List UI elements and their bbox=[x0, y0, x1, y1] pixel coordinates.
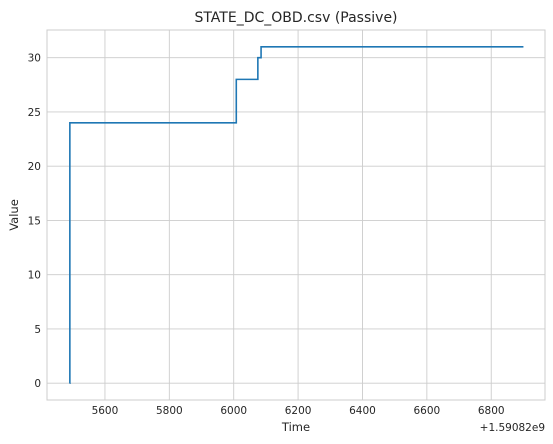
x-tick-label: 6600 bbox=[413, 405, 440, 417]
y-tick-label: 15 bbox=[28, 215, 41, 227]
x-tick-label: 6000 bbox=[220, 405, 247, 417]
x-tick-label: 5600 bbox=[92, 405, 119, 417]
y-tick-label: 25 bbox=[28, 107, 41, 119]
y-tick-label: 0 bbox=[34, 378, 41, 390]
series-line bbox=[69, 46, 524, 384]
y-tick-labels: 0 5 10 15 20 25 30 bbox=[28, 53, 41, 391]
x-offset-label: +1.59082e9 bbox=[480, 422, 545, 434]
y-tick-label: 20 bbox=[28, 161, 41, 173]
x-tick-label: 6200 bbox=[285, 405, 312, 417]
plot-frame bbox=[46, 29, 546, 401]
x-tick-label: 6800 bbox=[478, 405, 505, 417]
x-tick-label: 5800 bbox=[156, 405, 183, 417]
y-tick-label: 5 bbox=[34, 324, 41, 336]
y-tick-label: 30 bbox=[28, 53, 41, 65]
grid bbox=[47, 30, 545, 400]
chart-title: STATE_DC_OBD.csv (Passive) bbox=[194, 10, 397, 26]
x-tick-label: 6400 bbox=[349, 405, 376, 417]
x-axis-label: Time bbox=[281, 420, 310, 434]
y-tick-label: 10 bbox=[28, 270, 41, 282]
x-tick-labels: 5600 5800 6000 6200 6400 6600 6800 bbox=[92, 405, 505, 417]
series-layer bbox=[69, 46, 524, 384]
y-axis-label: Value bbox=[7, 199, 21, 231]
